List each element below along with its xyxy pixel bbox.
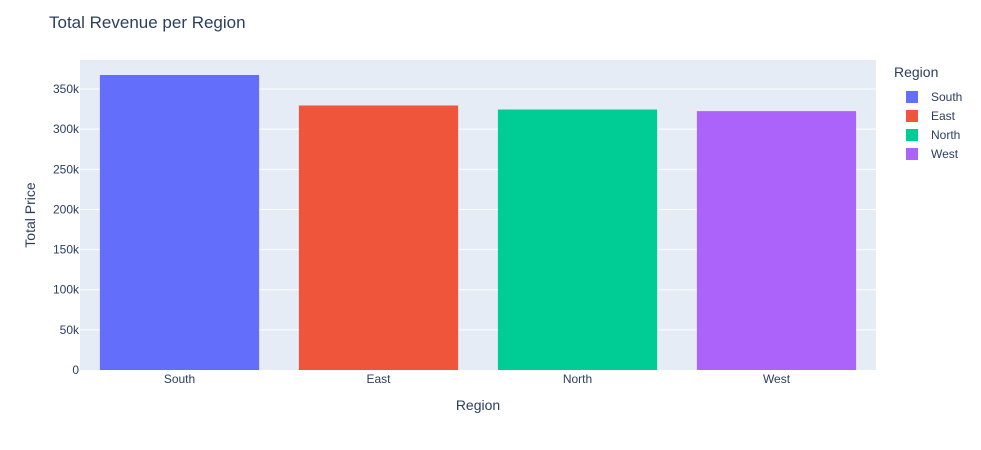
legend-item-east[interactable]: East [894, 106, 962, 125]
legend-swatch [906, 109, 918, 122]
y-axis-label: Total Price [22, 182, 38, 248]
y-tick-label: 200k [53, 202, 80, 216]
y-tick-label: 300k [53, 122, 80, 136]
x-tick-label: East [366, 372, 391, 386]
chart-title: Total Revenue per Region [49, 13, 246, 32]
y-tick-label: 150k [53, 243, 80, 257]
y-tick-label: 0 [72, 363, 79, 377]
legend-label: South [931, 89, 963, 104]
y-axis-ticks: 0 50k 100k 150k 200k 250k 300k 350k [53, 82, 80, 377]
x-axis-ticks: South East North West [164, 372, 791, 386]
legend-items: South East North West [894, 87, 962, 163]
legend: Region South East North West [894, 64, 962, 163]
x-tick-label: South [164, 372, 195, 386]
bar-south[interactable] [99, 75, 260, 370]
legend-swatch [906, 90, 918, 103]
legend-swatch [906, 128, 918, 141]
y-tick-label: 350k [53, 82, 80, 96]
y-tick-label: 100k [53, 283, 80, 297]
y-tick-label: 250k [53, 162, 80, 176]
bars [99, 75, 857, 371]
legend-label: East [931, 108, 956, 123]
legend-item-north[interactable]: North [894, 125, 962, 144]
x-axis-label: Region [456, 397, 500, 413]
legend-title: Region [894, 64, 939, 80]
legend-label: West [931, 146, 959, 161]
bar-east[interactable] [298, 105, 459, 370]
legend-item-west[interactable]: West [894, 144, 962, 163]
legend-label: North [931, 127, 961, 142]
x-tick-label: West [763, 372, 791, 386]
legend-item-south[interactable]: South [894, 87, 962, 106]
y-tick-label: 50k [60, 323, 80, 337]
x-tick-label: North [563, 372, 592, 386]
bar-west[interactable] [696, 111, 857, 371]
legend-swatch [906, 147, 918, 160]
bar-north[interactable] [497, 109, 658, 371]
